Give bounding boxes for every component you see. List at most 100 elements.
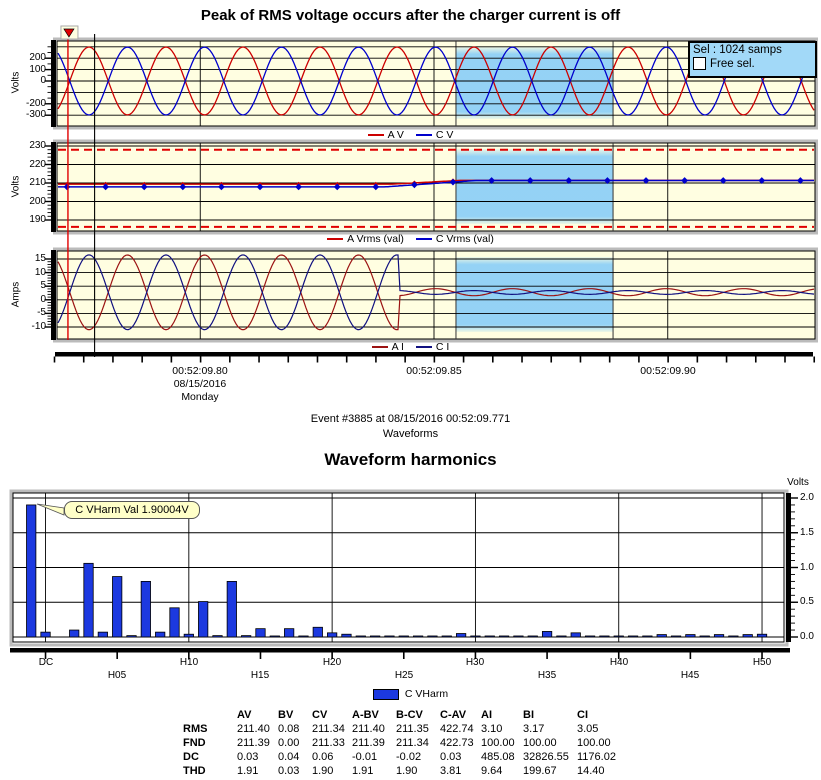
table-cell: 100.00 [523, 736, 557, 749]
free-sel-label: Free sel. [710, 57, 755, 70]
harmonic-bar-h41[interactable] [627, 635, 639, 638]
harmonic-bar-h20[interactable] [327, 632, 338, 638]
table-cell: 1.90 [396, 764, 418, 777]
table-row: THD 1.91 0.03 1.90 1.91 1.90 3.81 9.64 199.67 14.… [183, 765, 637, 779]
table-header-row: AV BV CV A-BV B-CV C-AV AI BI CI [183, 709, 637, 723]
harmonic-bar-h08[interactable] [155, 631, 166, 638]
harmonic-bar-h34[interactable] [527, 635, 538, 638]
table-cell: 0.03 [440, 750, 462, 763]
legend-label: C I [435, 341, 450, 353]
table-header-cell: BI [523, 709, 534, 721]
free-sel-checkbox[interactable] [693, 57, 706, 70]
harmonic-bar-h26[interactable] [413, 635, 424, 638]
time-tick-label: 00:52:09.90 [640, 365, 696, 377]
table-header-cell: AV [237, 709, 252, 721]
table-row-label: THD [183, 764, 206, 777]
harmonic-bar-h39[interactable] [599, 635, 610, 638]
legend-line-swatch [415, 346, 432, 348]
y-tick-label: 15 [34, 253, 46, 264]
rms-sample-marker [681, 177, 689, 184]
table-cell: -0.02 [396, 750, 422, 763]
harmonic-bar-h37[interactable] [570, 632, 581, 638]
harmonics-x-tick-label: H50 [752, 657, 772, 668]
harmonic-value-tooltip: C VHarm Val 1.90004V [64, 501, 200, 519]
harmonic-bar-h09[interactable] [169, 607, 180, 638]
current-y-axis [51, 250, 56, 340]
harmonics-y-tick-label: 1.0 [800, 561, 814, 573]
harmonic-bar-h50[interactable] [756, 633, 768, 638]
harmonic-bar-dc[interactable] [40, 631, 51, 638]
harmonic-bar-h40[interactable] [613, 635, 624, 638]
legend-label: A V [387, 129, 404, 141]
harmonic-bar-h44[interactable] [670, 635, 682, 638]
harmonic-bar-h04[interactable] [97, 631, 108, 638]
harmonic-bar-h43[interactable] [656, 634, 667, 638]
harmonics-legend: C VHarm [0, 688, 821, 700]
harmonic-bar-h12[interactable] [212, 635, 223, 638]
harmonic-bar-h42[interactable] [642, 635, 653, 638]
harmonic-bar-h06[interactable] [126, 635, 137, 638]
table-cell: 3.05 [577, 722, 599, 735]
harmonic-bar-h25[interactable] [398, 635, 409, 638]
harmonic-bar-h32[interactable] [498, 635, 510, 638]
harmonic-bar-h03[interactable] [83, 562, 94, 638]
harmonic-bar-h23[interactable] [370, 635, 381, 638]
rms-sample-marker [218, 183, 225, 191]
harmonic-bar-h46[interactable] [699, 635, 710, 638]
event-caption: Event #3885 at 08/15/2016 00:52:09.771 [310, 413, 511, 425]
table-header-cell: C-AV [440, 709, 467, 721]
harmonic-bar-h30[interactable] [470, 635, 481, 638]
table-cell: 211.34 [396, 736, 429, 749]
table-header-cell: CI [577, 709, 588, 721]
rms-selection-region[interactable] [455, 149, 614, 224]
harmonic-bar-h02[interactable] [69, 629, 80, 638]
harmonic-bar-h11[interactable] [198, 601, 209, 638]
harmonic-bar-h35[interactable] [541, 631, 553, 638]
harmonics-x-axis-bar [10, 648, 790, 653]
harmonic-bar-h45[interactable] [685, 634, 696, 638]
rms-sample-marker [758, 177, 766, 184]
rms-sample-marker [256, 183, 264, 191]
harmonic-bar-h21[interactable] [341, 633, 352, 638]
harmonic-bar-h49[interactable] [742, 634, 753, 638]
y-tick-label: 220 [29, 158, 46, 170]
harmonic-bar-h38[interactable] [584, 635, 596, 638]
harmonic-bar-h28[interactable] [441, 635, 452, 638]
harmonic-bar-h16[interactable] [269, 635, 280, 638]
harmonic-bar-h24[interactable] [384, 635, 395, 638]
harmonic-bar-h36[interactable] [556, 635, 567, 638]
table-row: DC 0.03 0.04 0.06 -0.01 -0.02 0.03 485.08 32826.… [183, 751, 637, 765]
y-tick-label: -200 [25, 97, 46, 109]
selection-info-box[interactable]: Sel : 1024 samps Free sel. [688, 41, 817, 78]
legend-line-swatch [415, 134, 432, 136]
harmonics-x-tick-label: H40 [609, 657, 629, 668]
table-cell: 3.81 [440, 764, 462, 777]
time-tick-sublabel: Monday [181, 391, 219, 403]
harmonic-bar-h47[interactable] [713, 634, 725, 638]
harmonic-bar-h13[interactable] [226, 581, 237, 638]
harmonic-bar-h27[interactable] [427, 635, 438, 638]
event-marker-triangle-icon[interactable] [63, 28, 75, 38]
y-tick-label: 10 [34, 266, 46, 278]
harmonic-bar-h18[interactable] [298, 635, 309, 638]
harmonic-bar-h17[interactable] [284, 628, 295, 638]
y-tick-label: -5 [37, 307, 46, 319]
harmonic-bar-h33[interactable] [513, 635, 524, 638]
harmonic-bar-h15[interactable] [255, 628, 266, 638]
harmonic-bar-h48[interactable] [728, 635, 739, 638]
harmonic-bar-h31[interactable] [484, 635, 495, 638]
legend-item: C Vrms (val) [415, 233, 494, 245]
harmonic-bar-h14[interactable] [241, 635, 252, 638]
legend-item: C V [415, 129, 453, 141]
harmonic-bar-h05[interactable] [112, 576, 123, 638]
harmonic-bar-thd[interactable] [26, 504, 37, 638]
harmonic-bar-h19[interactable] [312, 626, 323, 638]
harmonic-bar-h07[interactable] [140, 581, 151, 638]
harmonics-y-axis [786, 493, 791, 642]
legend-line-swatch [371, 346, 388, 348]
harmonic-bar-h29[interactable] [455, 633, 467, 638]
harmonic-bar-h10[interactable] [183, 633, 194, 638]
harmonic-bar-h22[interactable] [355, 635, 366, 638]
